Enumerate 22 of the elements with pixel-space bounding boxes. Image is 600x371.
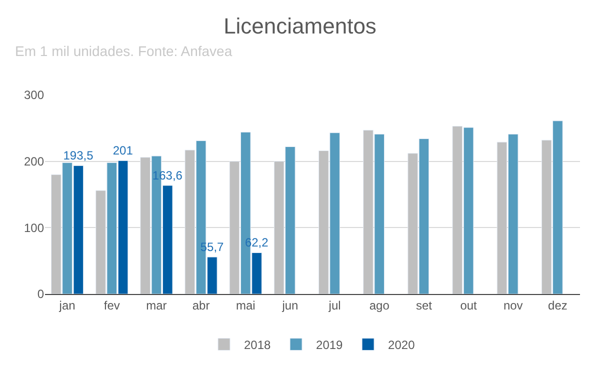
y-tick-label: 0 bbox=[37, 287, 44, 302]
x-tick-label: dez bbox=[548, 298, 568, 312]
x-tick-label: jan bbox=[58, 298, 76, 312]
x-tick-label: set bbox=[416, 298, 433, 312]
x-tick-label: out bbox=[460, 298, 478, 312]
chart-title: Licenciamentos bbox=[224, 14, 376, 39]
x-tick-label: abr bbox=[192, 298, 210, 312]
y-tick-label: 100 bbox=[24, 220, 44, 235]
y-tick-label: 200 bbox=[24, 154, 44, 169]
data-label: 193,5 bbox=[63, 148, 94, 163]
x-tick-label: nov bbox=[503, 298, 523, 312]
x-tick-label: fev bbox=[104, 298, 120, 312]
x-tick-label: mai bbox=[236, 298, 256, 312]
y-tick-label: 300 bbox=[24, 88, 44, 102]
x-tick-label: jun bbox=[281, 298, 298, 312]
legend-label: 2018 bbox=[244, 338, 272, 352]
x-tick-label: ago bbox=[369, 298, 390, 312]
x-tick-label: mar bbox=[146, 298, 167, 312]
legend-label: 2019 bbox=[316, 338, 344, 352]
x-tick-label: jul bbox=[328, 298, 341, 312]
data-label: 201 bbox=[112, 144, 134, 158]
legend-label: 2020 bbox=[388, 338, 416, 352]
